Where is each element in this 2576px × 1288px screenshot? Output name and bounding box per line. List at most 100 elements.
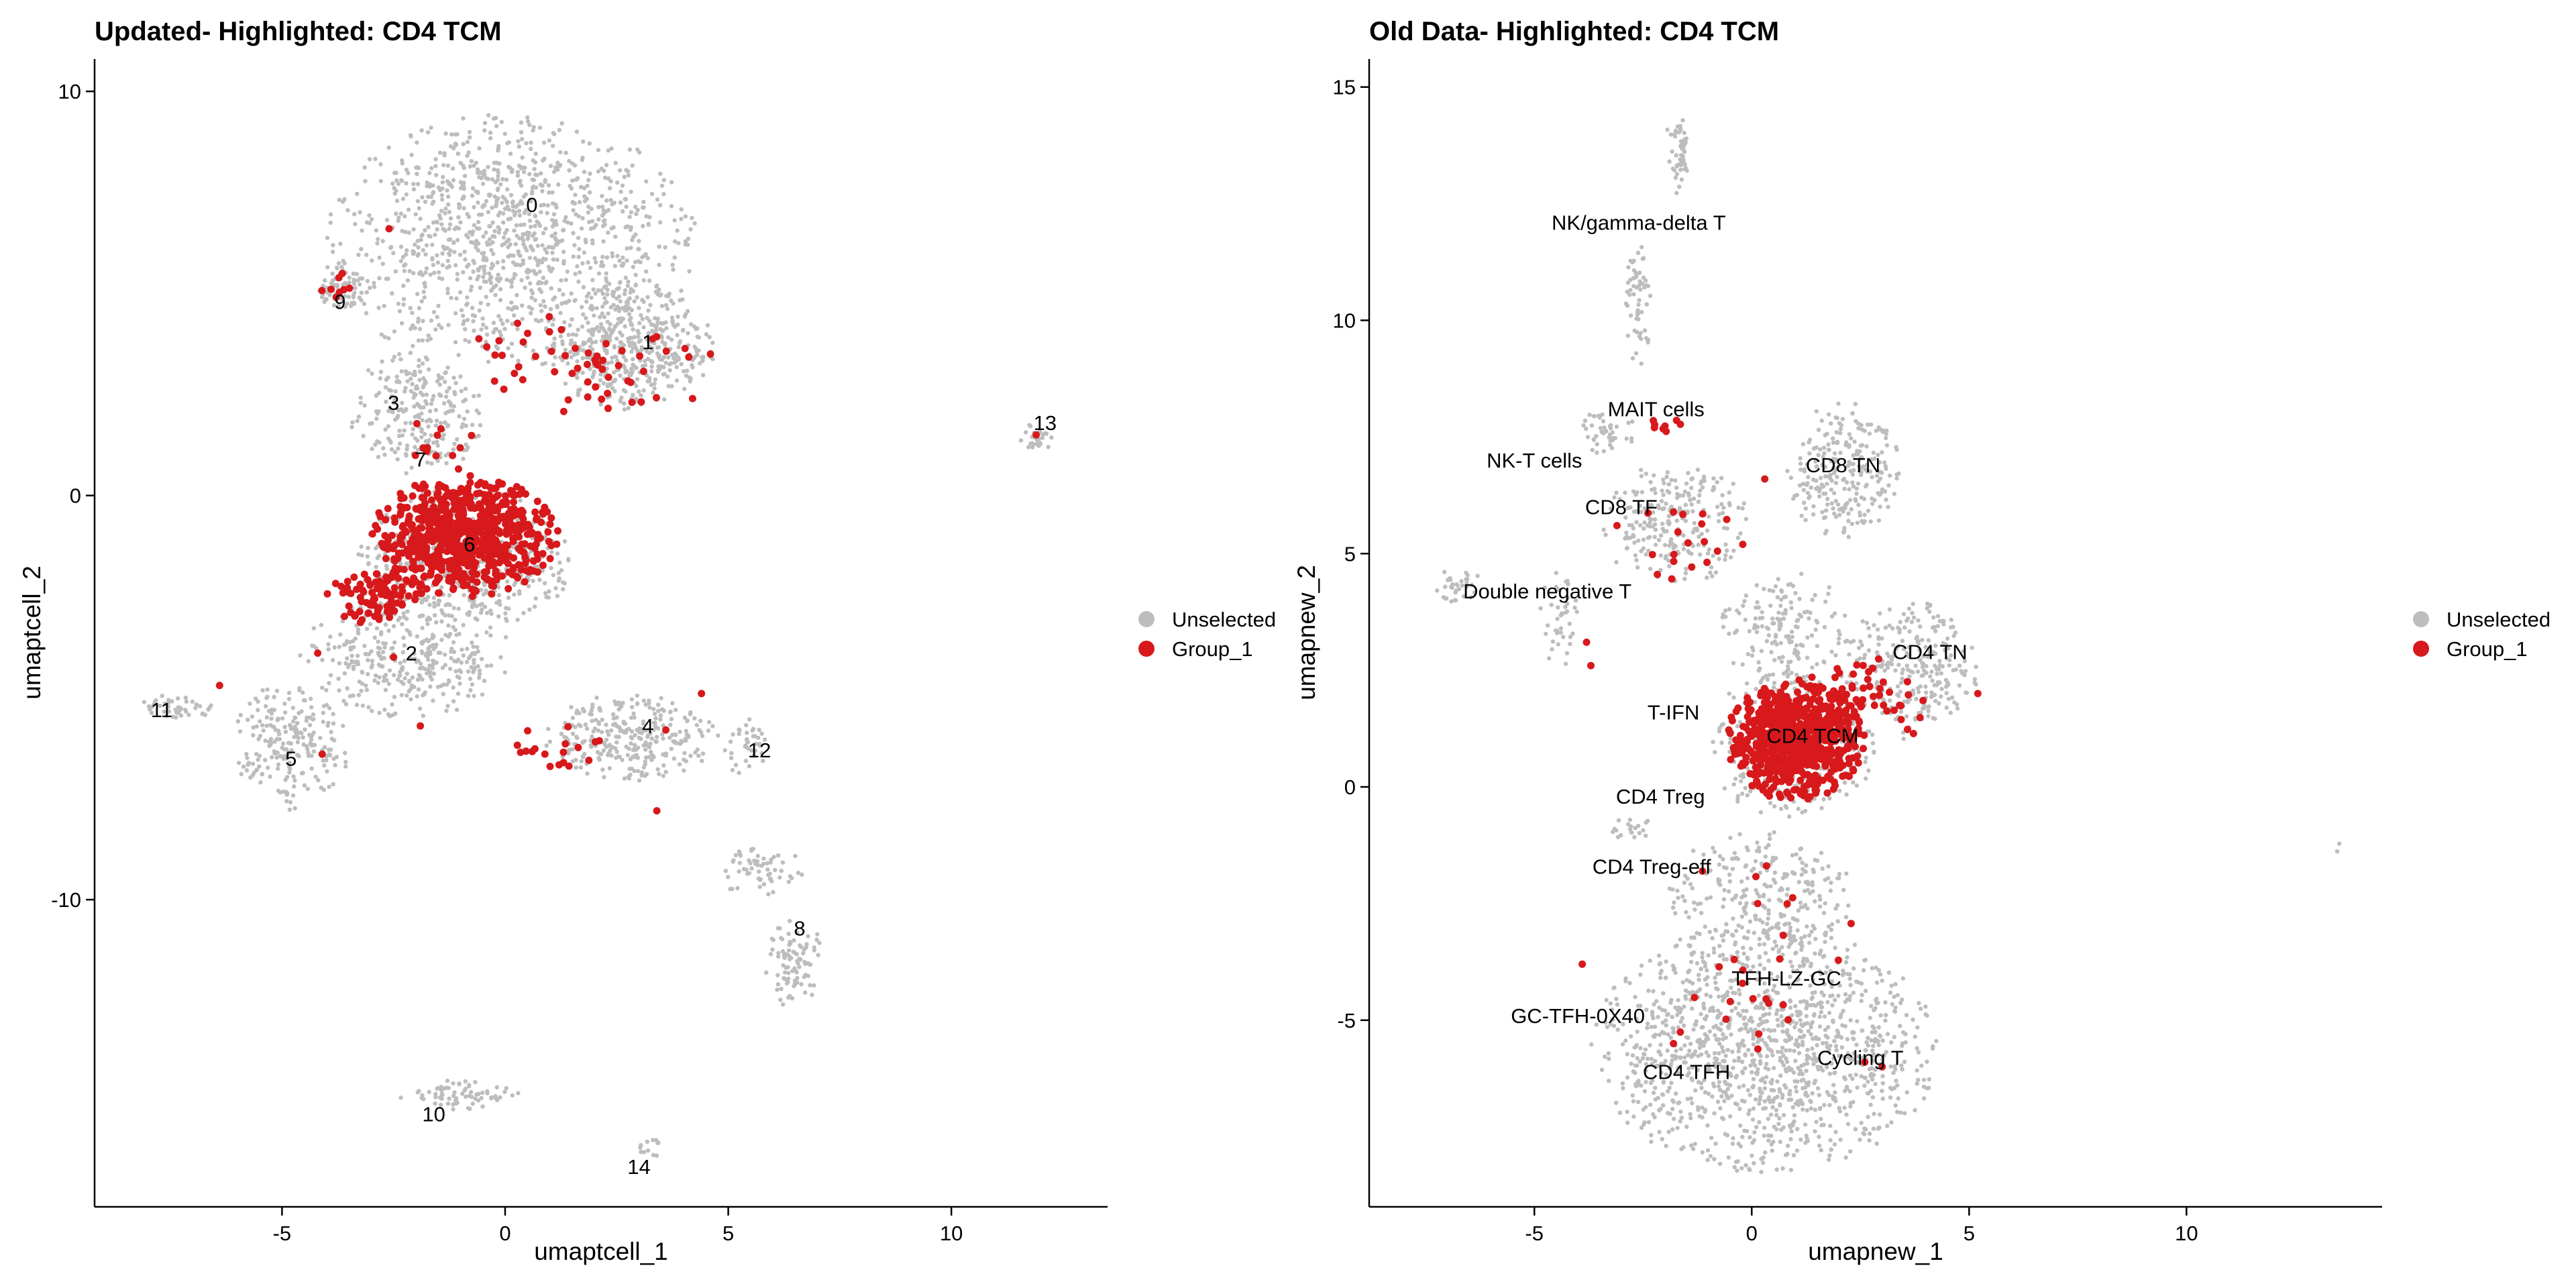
unselected-point: [307, 715, 313, 720]
unselected-point: [675, 228, 680, 233]
unselected-point: [400, 158, 405, 163]
unselected-point: [472, 657, 476, 662]
unselected-point: [769, 857, 773, 862]
unselected-point: [272, 751, 277, 756]
unselected-point: [1590, 447, 1595, 452]
unselected-point: [771, 890, 775, 895]
unselected-point: [427, 417, 432, 422]
unselected-point: [588, 171, 592, 176]
unselected-point: [1695, 526, 1699, 531]
unselected-point: [756, 735, 761, 741]
unselected-point: [309, 705, 314, 710]
group-1-point: [402, 576, 410, 584]
unselected-point: [1689, 502, 1694, 507]
unselected-point: [509, 300, 514, 305]
unselected-point: [343, 759, 348, 765]
unselected-point: [1581, 423, 1586, 428]
group-1-point: [426, 521, 434, 529]
unselected-point: [626, 406, 631, 411]
unselected-point: [1731, 548, 1736, 553]
unselected-point: [477, 308, 482, 313]
unselected-point: [745, 737, 749, 742]
group-1-point: [417, 582, 425, 590]
unselected-point: [352, 659, 358, 664]
group-1-point: [390, 584, 398, 592]
unselected-point: [661, 708, 666, 713]
unselected-point: [803, 990, 808, 995]
unselected-point: [482, 128, 487, 133]
group-1-point: [458, 576, 465, 584]
unselected-point: [798, 957, 803, 962]
unselected-point: [794, 970, 799, 975]
unselected-point: [564, 150, 568, 155]
group-1-point: [572, 344, 579, 352]
unselected-point: [773, 867, 777, 873]
unselected-point: [280, 745, 284, 750]
unselected-point: [1660, 527, 1665, 531]
group-1-point: [380, 543, 388, 551]
unselected-point: [435, 315, 439, 319]
unselected-point: [160, 694, 164, 698]
unselected-point: [518, 263, 523, 268]
unselected-point: [640, 297, 645, 303]
unselected-point: [1582, 419, 1588, 423]
unselected-point: [480, 692, 485, 697]
unselected-point: [618, 168, 623, 173]
unselected-point: [453, 263, 458, 268]
unselected-point: [463, 1079, 468, 1084]
unselected-point: [423, 280, 427, 285]
group-1-point: [428, 496, 435, 504]
unselected-point: [457, 676, 462, 680]
unselected-point: [148, 705, 152, 710]
unselected-point: [510, 1093, 515, 1098]
unselected-point: [274, 755, 279, 760]
group-1-point: [399, 522, 407, 530]
unselected-point: [615, 254, 620, 258]
unselected-point: [1691, 496, 1697, 501]
unselected-point: [618, 200, 623, 205]
unselected-point: [445, 258, 450, 264]
unselected-point: [527, 218, 533, 223]
unselected-point: [653, 325, 659, 330]
unselected-point: [286, 696, 292, 702]
unselected-point: [655, 370, 661, 374]
group-1-point: [688, 394, 696, 402]
group-1-point: [584, 349, 592, 357]
unselected-point: [501, 235, 506, 240]
cluster-label: 12: [748, 739, 771, 762]
unselected-point: [443, 420, 447, 425]
unselected-point: [529, 311, 533, 316]
unselected-point: [260, 723, 265, 728]
unselected-point: [1684, 566, 1688, 572]
unselected-point: [676, 345, 681, 350]
unselected-point: [460, 647, 464, 652]
unselected-point: [1625, 303, 1630, 308]
group-1-point: [431, 507, 439, 515]
unselected-point: [272, 708, 277, 712]
unselected-point: [627, 727, 631, 731]
unselected-point: [326, 747, 331, 752]
unselected-point: [398, 259, 403, 264]
unselected-point: [484, 279, 488, 284]
unselected-point: [755, 853, 760, 859]
unselected-point: [633, 733, 637, 738]
unselected-point: [550, 250, 555, 256]
group-1-point: [514, 319, 521, 327]
unselected-point: [795, 930, 800, 935]
unselected-point: [663, 245, 667, 250]
unselected-point: [616, 700, 621, 705]
unselected-point: [351, 293, 356, 298]
unselected-point: [390, 645, 395, 651]
unselected-point: [566, 332, 571, 337]
unselected-point: [490, 205, 494, 210]
unselected-point: [598, 322, 604, 327]
unselected-point: [476, 200, 480, 205]
unselected-point: [1654, 542, 1658, 547]
unselected-point: [1635, 308, 1640, 313]
unselected-point: [394, 178, 399, 183]
unselected-point: [545, 250, 549, 255]
group-1-point: [427, 568, 435, 576]
unselected-point: [546, 264, 551, 269]
unselected-point: [423, 228, 427, 233]
unselected-point: [542, 581, 547, 586]
